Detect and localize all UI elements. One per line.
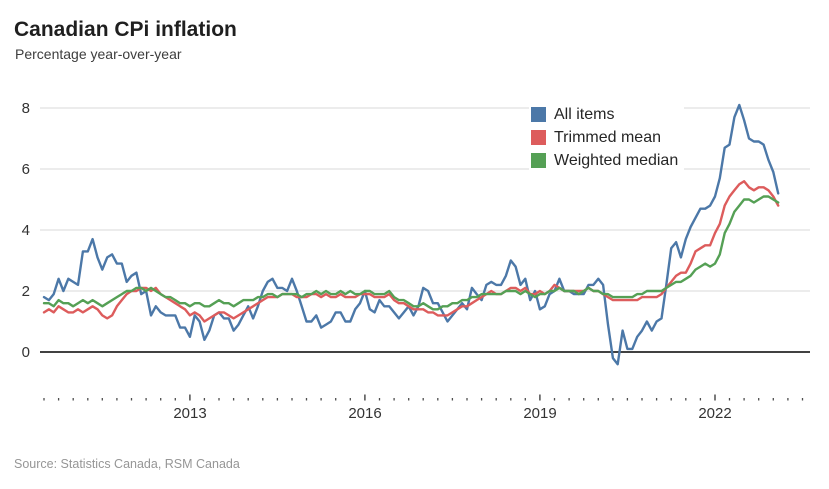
ytick-8: 8: [22, 100, 30, 117]
ytick-6: 6: [22, 161, 30, 178]
legend-label: Trimmed mean: [554, 128, 661, 146]
x-axis-labels: 2013 2016 2019 2022: [173, 405, 731, 422]
xtick-2022: 2022: [698, 405, 731, 422]
ytick-0: 0: [22, 344, 30, 361]
legend-item-all-items: All items: [531, 103, 678, 126]
chart-title: Canadian CPi inflation: [14, 18, 237, 41]
line-all-items: [42, 103, 780, 366]
legend-label: All items: [554, 105, 615, 123]
x-axis-ticks: [43, 394, 804, 401]
line-trimmed-mean: [42, 179, 780, 323]
y-axis-labels: 8 6 4 2 0: [22, 100, 30, 361]
xtick-2019: 2019: [523, 405, 556, 422]
weighted-median-swatch-icon: [531, 153, 546, 168]
legend-label: Weighted median: [554, 151, 679, 169]
all-items-swatch-icon: [531, 107, 546, 122]
ytick-2: 2: [22, 283, 30, 300]
source-note: Source: Statistics Canada, RSM Canada: [14, 457, 240, 471]
ytick-4: 4: [22, 222, 30, 239]
chart-legend: All items Trimmed mean Weighted median: [529, 101, 685, 174]
trimmed-mean-swatch-icon: [531, 130, 546, 145]
xtick-2016: 2016: [348, 405, 381, 422]
series-lines: [42, 103, 780, 366]
line-weighted-median: [42, 195, 780, 311]
xtick-2013: 2013: [173, 405, 206, 422]
gridlines: [40, 107, 810, 292]
legend-item-trimmed-mean: Trimmed mean: [531, 126, 678, 149]
chart-subtitle: Percentage year-over-year: [15, 46, 182, 62]
legend-item-weighted-median: Weighted median: [531, 149, 678, 172]
